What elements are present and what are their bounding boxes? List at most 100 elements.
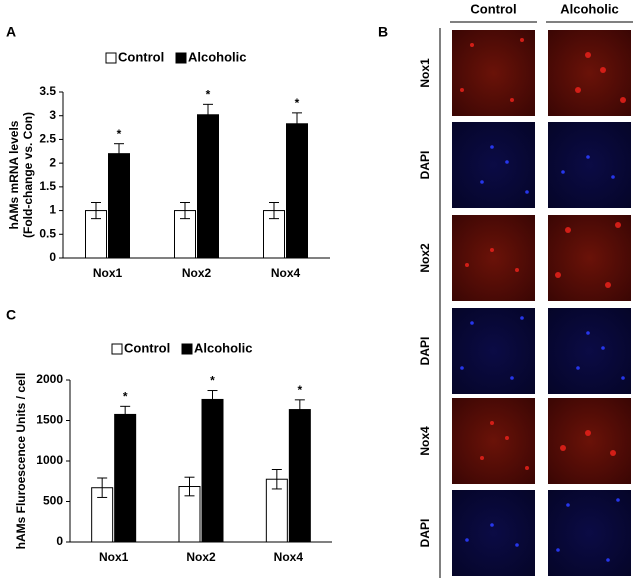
y-tick-label: 1	[49, 203, 56, 217]
cell-signal	[470, 321, 474, 325]
error-bar	[203, 103, 213, 126]
y-tick-label: 1.5	[39, 179, 56, 193]
cell-signal	[611, 175, 615, 179]
x-tick-label: Nox4	[274, 550, 304, 564]
x-tick-label: Nox1	[93, 266, 123, 280]
cell-signal	[520, 38, 524, 42]
cell-signal	[480, 180, 484, 184]
cell-signal	[490, 145, 494, 149]
y-tick-label: 1000	[36, 453, 63, 467]
cell-signal	[600, 67, 606, 73]
row-label: DAPI	[418, 337, 432, 366]
row-label: Nox2	[418, 243, 432, 273]
error-bar	[180, 202, 190, 220]
cell-signal	[465, 263, 469, 267]
cell-signal	[556, 548, 560, 552]
cell-signal	[601, 346, 605, 350]
error-bar	[271, 469, 282, 490]
micrograph	[452, 122, 535, 208]
micrograph-panel: B Control Alcoholic Nox1 DAPI Nox2 DAPI Nox4 DAP…	[378, 1, 633, 578]
micrograph	[452, 398, 535, 484]
cell-signal	[480, 456, 484, 460]
y-tick-label: 2	[49, 155, 56, 169]
micrograph	[452, 30, 535, 116]
cell-signal	[470, 43, 474, 47]
cell-signal	[606, 558, 610, 562]
x-tick-label: Nox2	[182, 266, 212, 280]
column-header: Alcoholic	[560, 1, 619, 16]
y-tick-label: 0.5	[39, 226, 56, 240]
cell-signal	[585, 52, 591, 58]
cell-signal	[586, 331, 590, 335]
micrograph	[452, 308, 535, 394]
significance-mark: *	[297, 383, 302, 397]
cell-signal	[605, 282, 611, 288]
cell-signal	[616, 498, 620, 502]
cell-signal	[585, 430, 591, 436]
error-bar	[114, 143, 124, 165]
cell-signal	[515, 543, 519, 547]
error-bar	[292, 112, 302, 136]
micrograph	[452, 490, 535, 576]
cell-signal	[565, 227, 571, 233]
y-tick-label: 0	[49, 250, 56, 264]
error-bar	[294, 399, 305, 420]
bar	[288, 409, 311, 543]
error-bar	[91, 202, 101, 220]
cell-signal	[525, 466, 529, 470]
micrograph	[548, 490, 631, 576]
x-tick-label: Nox4	[271, 266, 301, 280]
micrograph	[548, 215, 631, 301]
error-bar	[184, 476, 195, 497]
cell-signal	[520, 316, 524, 320]
legend-swatch	[111, 343, 123, 355]
y-tick-label: 1500	[36, 413, 63, 427]
column-header: Control	[470, 1, 516, 16]
significance-mark: *	[206, 88, 211, 102]
row-label: DAPI	[418, 519, 432, 548]
error-bar	[269, 202, 279, 220]
y-tick-label: 500	[43, 494, 63, 508]
panel-label: A	[6, 24, 16, 40]
legend-label: Control	[124, 340, 170, 355]
legend-label: Control	[118, 49, 164, 64]
micrograph	[548, 122, 631, 208]
significance-mark: *	[210, 374, 215, 388]
significance-mark: *	[295, 96, 300, 110]
cell-signal	[615, 222, 621, 228]
y-axis-label: hAMs Fluroescence Units / cell	[14, 373, 28, 550]
y-axis-label: hAMs mRNA levels	[7, 120, 21, 229]
y-tick-label: 3	[49, 108, 56, 122]
row-label: DAPI	[418, 151, 432, 180]
panel-label: C	[6, 307, 16, 323]
cell-signal	[510, 98, 514, 102]
y-axis-label: (Fold-change vs. Con)	[21, 112, 35, 238]
legend-swatch	[105, 52, 117, 64]
panel-label: B	[378, 24, 388, 40]
y-tick-label: 0	[56, 534, 63, 548]
bar	[286, 123, 308, 259]
cell-signal	[555, 272, 561, 278]
cell-signal	[610, 450, 616, 456]
cell-signal	[525, 190, 529, 194]
cell-signal	[620, 97, 626, 103]
error-bar	[207, 390, 218, 409]
micrograph	[548, 30, 631, 116]
cell-signal	[490, 523, 494, 527]
bar	[197, 114, 219, 259]
significance-mark: *	[123, 389, 128, 403]
x-tick-label: Nox2	[186, 550, 216, 564]
cell-signal	[586, 155, 590, 159]
legend-swatch	[181, 343, 193, 355]
legend-label: Alcoholic	[188, 49, 247, 64]
cell-signal	[576, 366, 580, 370]
cell-signal	[490, 421, 494, 425]
cell-signal	[510, 376, 514, 380]
cell-signal	[460, 366, 464, 370]
legend-label: Alcoholic	[194, 340, 253, 355]
row-label: Nox4	[418, 426, 432, 456]
y-tick-label: 2.5	[39, 132, 56, 146]
bar	[108, 153, 130, 259]
error-bar	[120, 405, 131, 424]
